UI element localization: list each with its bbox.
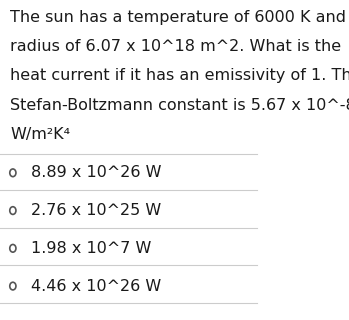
Text: 1.98 x 10^7 W: 1.98 x 10^7 W (31, 241, 151, 256)
Text: 8.89 x 10^26 W: 8.89 x 10^26 W (31, 165, 161, 180)
Circle shape (10, 207, 16, 214)
Circle shape (10, 244, 16, 252)
Text: heat current if it has an emissivity of 1. The: heat current if it has an emissivity of … (10, 68, 349, 84)
Circle shape (10, 282, 16, 290)
Text: W/m²K⁴: W/m²K⁴ (10, 127, 70, 142)
Text: Stefan-Boltzmann constant is 5.67 x 10^-8: Stefan-Boltzmann constant is 5.67 x 10^-… (10, 98, 349, 113)
Text: 4.46 x 10^26 W: 4.46 x 10^26 W (31, 279, 161, 293)
Text: The sun has a temperature of 6000 K and a: The sun has a temperature of 6000 K and … (10, 10, 349, 25)
Text: 2.76 x 10^25 W: 2.76 x 10^25 W (31, 203, 161, 218)
Circle shape (10, 169, 16, 177)
Text: radius of 6.07 x 10^18 m^2. What is the: radius of 6.07 x 10^18 m^2. What is the (10, 39, 341, 54)
